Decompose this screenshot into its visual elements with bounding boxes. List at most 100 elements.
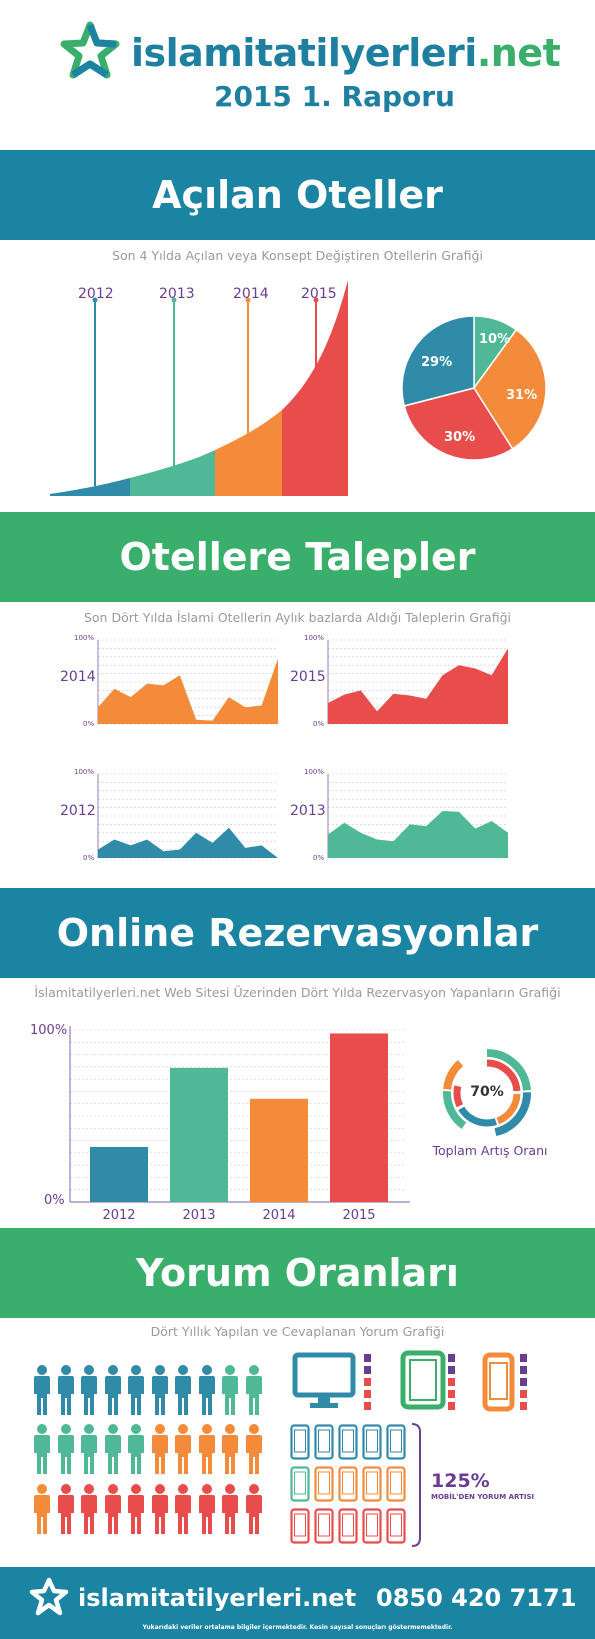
mobile-phone-icon (314, 1424, 334, 1460)
person-icon (245, 1484, 262, 1534)
person-icon (151, 1365, 168, 1415)
bar-axis-top-label: 100% (30, 1023, 67, 1038)
mobile-phone-icon (290, 1424, 310, 1460)
pie-label-31: 31% (506, 388, 538, 403)
donut-value: 70% (470, 1084, 504, 1100)
section-title-yorum-oranlari: Yorum Oranları (0, 1228, 595, 1318)
bar-category-label: 2013 (182, 1208, 216, 1223)
area-series-2013 (328, 810, 508, 858)
mobile-phone-icon (362, 1424, 382, 1460)
mobile-phone-icon (386, 1508, 406, 1544)
phone-icon (482, 1352, 515, 1412)
mobile-phone-icon (386, 1466, 406, 1502)
bar-category-label: 2014 (262, 1208, 296, 1223)
year-label-2013: 2013 (159, 286, 195, 302)
axis-top-label: 100% (74, 768, 95, 776)
bar-axis-bottom-label: 0% (44, 1193, 65, 1208)
axis-top-label: 100% (304, 768, 325, 776)
footer-brand[interactable]: islamitatilyerleri.net (78, 1584, 357, 1612)
mobile-phone-icon (338, 1424, 358, 1460)
donut-caption: Toplam Artış Oranı (432, 1143, 548, 1158)
year-label-2015: 2015 (301, 286, 337, 302)
growth-segment-2014 (215, 410, 282, 496)
area-chart-2013: 100% 0% 2013 (290, 768, 510, 865)
pie-label-10: 10% (479, 332, 511, 347)
year-label-2012: 2012 (78, 286, 114, 302)
section3-caption: İslamitatilyerleri.net Web Sitesi Üzerin… (34, 985, 561, 1000)
person-icon (57, 1484, 74, 1534)
axis-bottom-label: 0% (83, 854, 95, 862)
section2-caption: Son Dört Yılda İslami Otellerin Aylık ba… (83, 610, 512, 625)
reservation-bar-chart: 100% 0% (30, 1023, 410, 1208)
bar-2015 (330, 1033, 388, 1202)
axis-top-label: 100% (74, 634, 95, 642)
area-year-label: 2014 (60, 669, 96, 685)
bar-2014 (250, 1098, 308, 1202)
brand-part3: .net (476, 31, 561, 75)
section1-caption: Son 4 Yılda Açılan veya Konsept Değiştir… (112, 248, 483, 263)
pie-chart (401, 315, 547, 461)
growth-segment-2013 (130, 450, 215, 496)
area-year-label: 2015 (290, 669, 326, 685)
mobile-phone-icon (362, 1508, 382, 1544)
logo-star-icon (60, 21, 120, 79)
person-icon (34, 1484, 50, 1534)
footer: islamitatilyerleri.net 0850 420 7171 Yuk… (0, 1567, 595, 1639)
person-icon (245, 1424, 262, 1474)
mobile-phone-icon (386, 1424, 406, 1460)
header: islamitatilyerleri.net 2015 1. Raporu (0, 0, 595, 150)
person-icon (175, 1424, 191, 1474)
person-icon (128, 1365, 144, 1415)
area-series-2012 (98, 827, 278, 858)
logo[interactable]: islamitatilyerleri.net (55, 18, 561, 88)
tablet-icon (400, 1350, 446, 1410)
person-icon (198, 1365, 215, 1415)
phone-bars-icon (520, 1354, 527, 1410)
area-chart-2014: 100% 0% 2014 (60, 634, 280, 731)
pie-slice-31 (473, 328, 547, 450)
monitor-bars-icon (364, 1354, 371, 1410)
bar-2013 (170, 1067, 228, 1202)
bar-category-label: 2012 (102, 1208, 136, 1223)
person-icon (175, 1365, 191, 1415)
total-growth-donut (443, 1049, 531, 1137)
mobile-phone-icon (290, 1466, 310, 1502)
mobile-growth-caption: MOBİL'DEN YORUM ARTISI (431, 1493, 535, 1501)
growth-area-chart (50, 280, 348, 496)
mobile-phone-icon (314, 1466, 334, 1502)
person-icon (81, 1424, 97, 1474)
person-icon (81, 1484, 97, 1534)
section-title-online-rezervasyonlar: Online Rezervasyonlar (0, 888, 595, 978)
axis-bottom-label: 0% (313, 854, 325, 862)
area-chart-2012: 100% 0% 2012 (60, 768, 280, 865)
person-icon (222, 1484, 238, 1534)
bar-category-label: 2015 (342, 1208, 376, 1223)
pie-label-29: 29% (421, 355, 453, 370)
brand-part2: tatilyerleri (254, 31, 477, 75)
pie-label-30: 30% (444, 430, 476, 445)
person-icon (151, 1484, 168, 1534)
person-icon (104, 1365, 121, 1415)
monitor-icon (292, 1352, 356, 1408)
person-icon (128, 1484, 144, 1534)
axis-bottom-label: 0% (313, 720, 325, 728)
pie-slice-30 (403, 387, 514, 461)
person-icon (198, 1484, 215, 1534)
area-series-2015 (328, 648, 508, 724)
pie-slice-29 (401, 315, 475, 407)
area-chart-2015: 100% 0% 2015 (290, 634, 510, 731)
mobile-phone-icon (314, 1508, 334, 1544)
mobile-phone-icon (290, 1508, 310, 1544)
footer-phone[interactable]: 0850 420 7171 (376, 1584, 577, 1612)
person-icon (104, 1424, 121, 1474)
person-icon (222, 1365, 238, 1415)
tablet-bars-icon (448, 1354, 455, 1410)
area-series-2014 (98, 658, 278, 724)
footer-disclaimer: Yukarıdaki veriler ortalama bilgiler içe… (142, 1624, 453, 1631)
brand-part1: islami (131, 31, 255, 75)
mobile-phone-icon (338, 1466, 358, 1502)
person-icon (245, 1365, 262, 1415)
section4-caption: Dört Yıllık Yapılan ve Cevaplanan Yorum … (150, 1324, 445, 1339)
person-icon (104, 1484, 121, 1534)
axis-top-label: 100% (304, 634, 325, 642)
